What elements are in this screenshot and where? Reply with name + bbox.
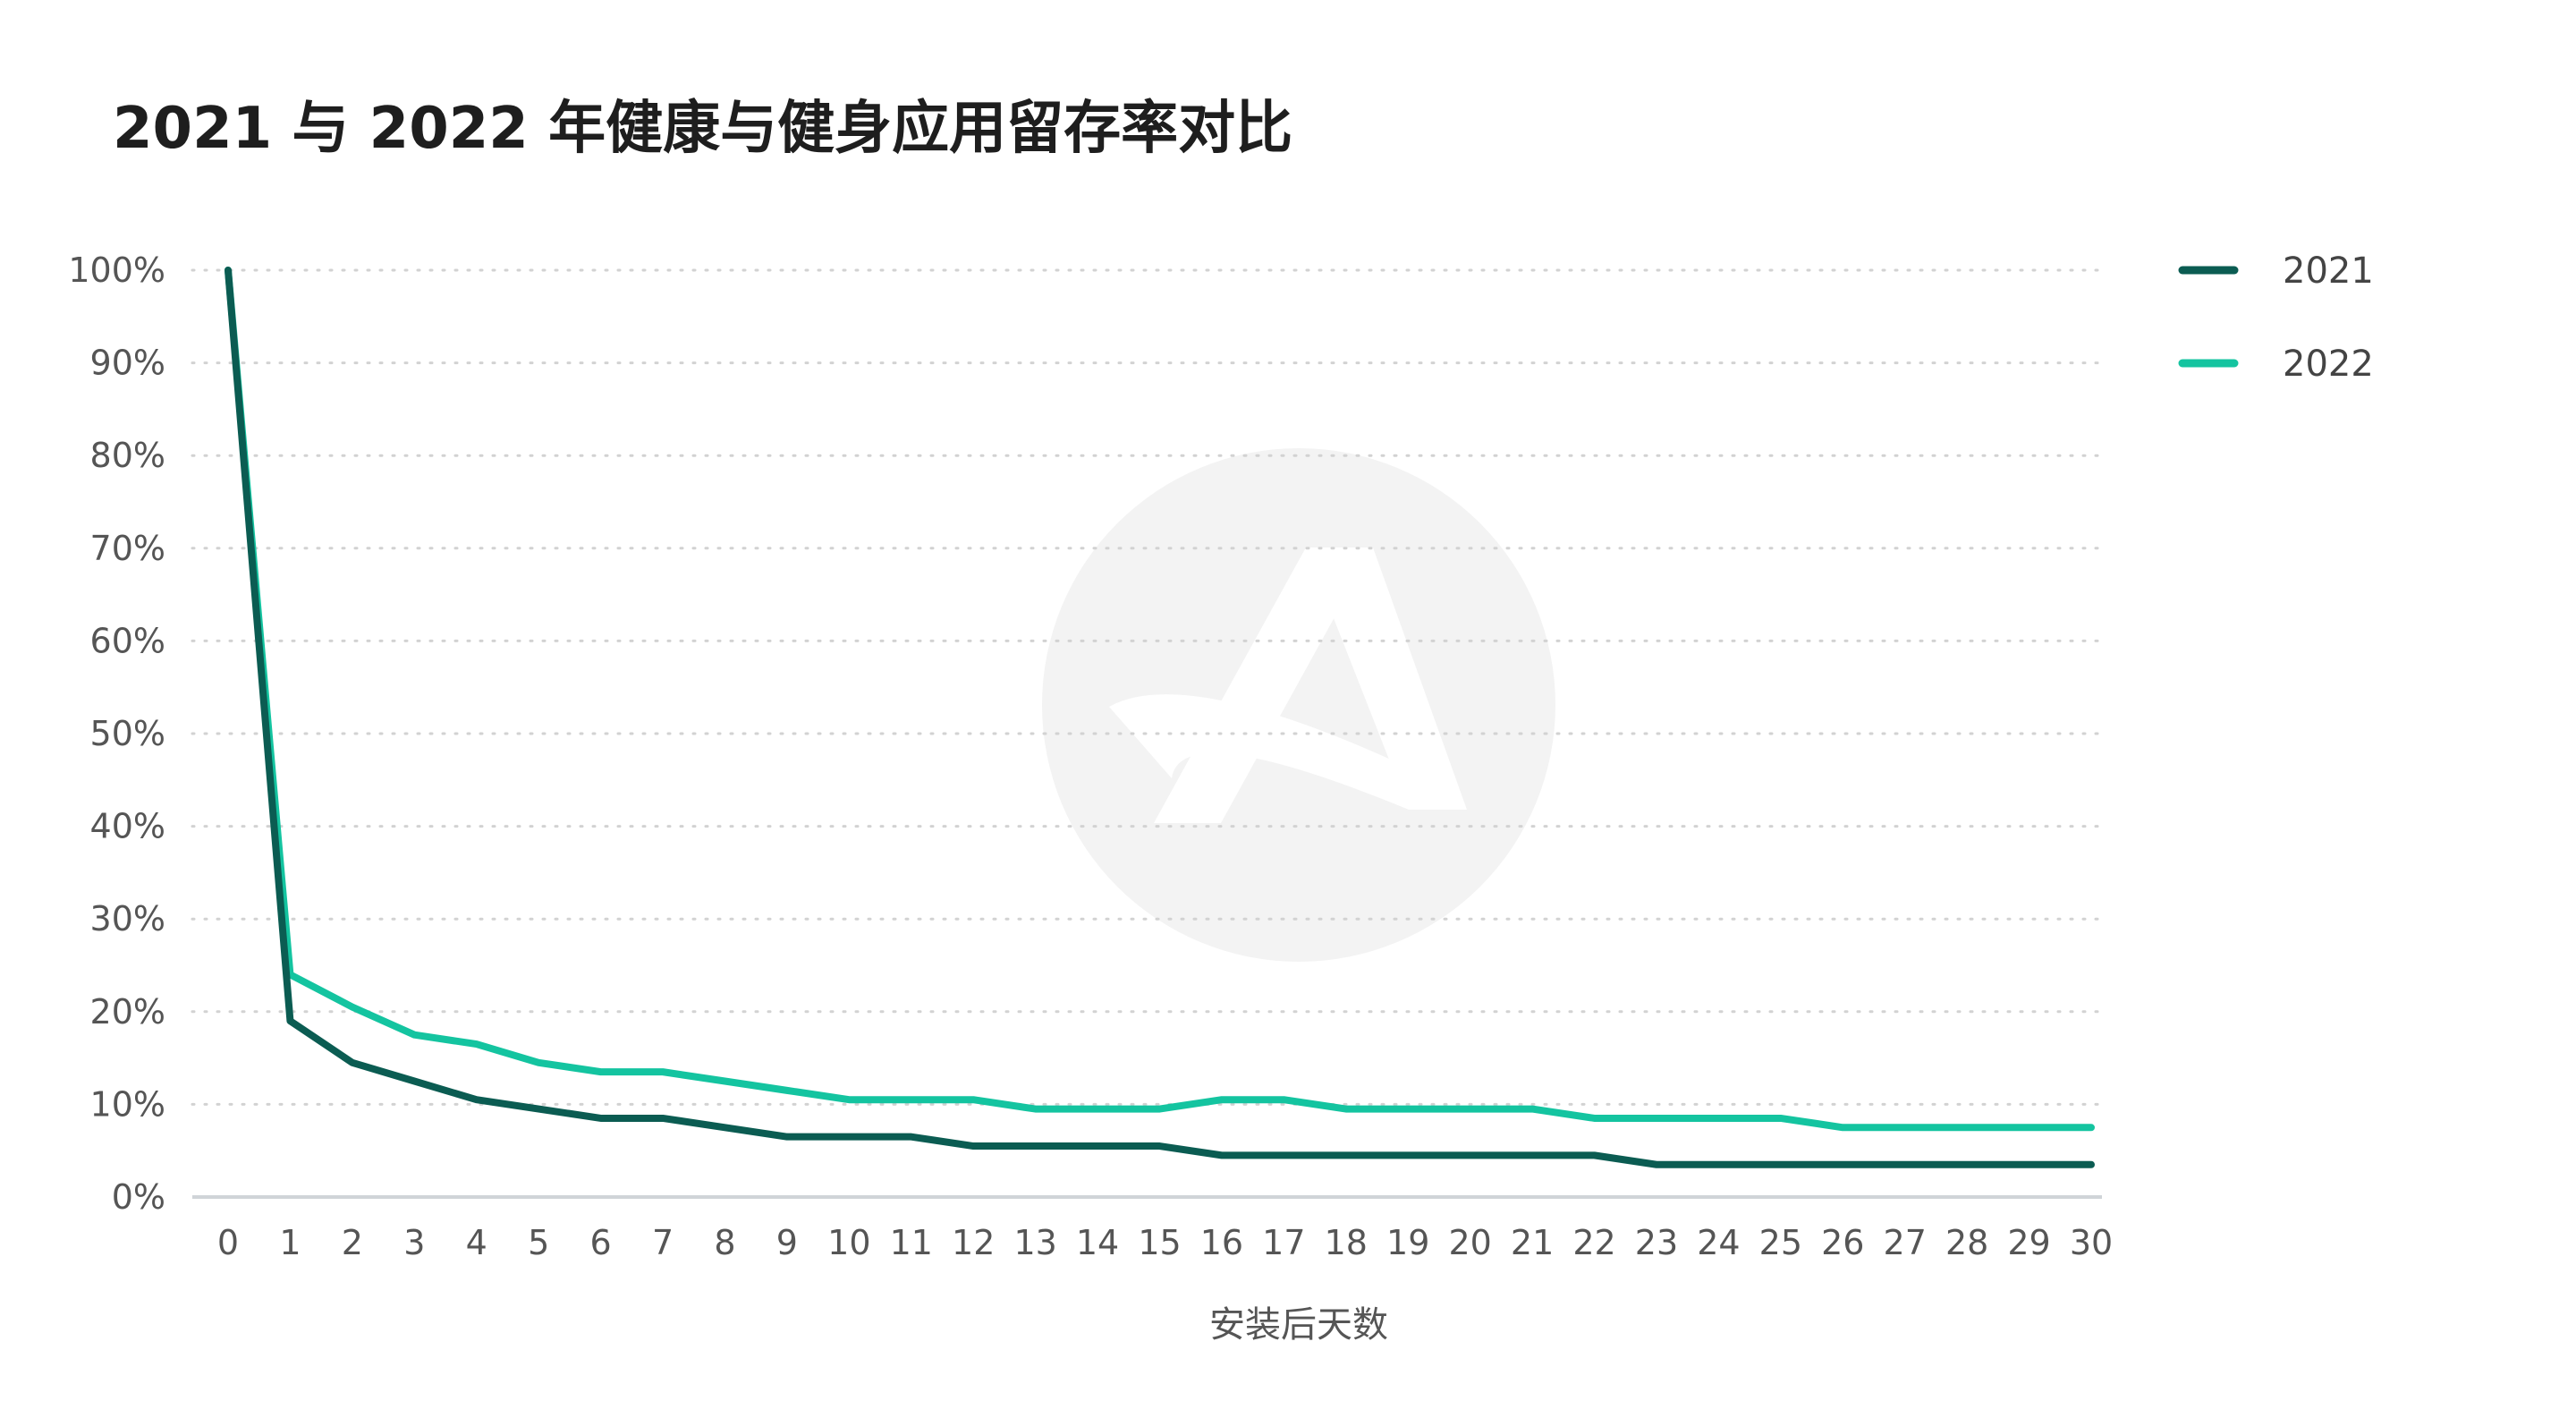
y-tick-label: 80% xyxy=(90,436,165,475)
y-tick-label: 70% xyxy=(90,529,165,568)
y-tick-label: 100% xyxy=(68,250,165,290)
x-tick-label: 9 xyxy=(776,1223,798,1262)
x-tick-label: 11 xyxy=(890,1223,933,1262)
x-tick-label: 7 xyxy=(652,1223,674,1262)
x-tick-label: 2 xyxy=(342,1223,363,1262)
x-tick-label: 20 xyxy=(1448,1223,1491,1262)
x-tick-label: 24 xyxy=(1697,1223,1740,1262)
x-tick-label: 13 xyxy=(1013,1223,1056,1262)
x-tick-label: 22 xyxy=(1572,1223,1615,1262)
x-axis-label: 安装后天数 xyxy=(1209,1304,1388,1346)
y-tick-label: 40% xyxy=(90,807,165,846)
x-tick-label: 30 xyxy=(2070,1223,2113,1262)
series-line-2021 xyxy=(225,267,2095,1168)
series-lines xyxy=(225,267,2095,1168)
watermark-logo xyxy=(1042,448,1555,962)
x-tick-label: 12 xyxy=(952,1223,995,1262)
x-tick-label: 6 xyxy=(590,1223,612,1262)
x-axis-ticks: 0 1 2 3 4 5 6 7 8 9 10 11 12 13 14 15 16 17 18 19 20 21 22 23 24… xyxy=(217,1223,2113,1262)
y-tick-label: 50% xyxy=(90,714,165,753)
x-tick-label: 19 xyxy=(1386,1223,1429,1262)
x-tick-label: 21 xyxy=(1511,1223,1554,1262)
x-tick-label: 28 xyxy=(1945,1223,1988,1262)
y-tick-label: 0% xyxy=(112,1177,165,1217)
y-tick-label: 20% xyxy=(90,992,165,1032)
series-line-2022 xyxy=(225,267,2095,1132)
chart-title: 2021 与 2022 年健康与健身应用留存率对比 xyxy=(113,96,1293,162)
x-tick-label: 23 xyxy=(1635,1223,1678,1262)
y-tick-label: 10% xyxy=(90,1084,165,1124)
y-axis-ticks: 0% 10% 20% 30% 40% 50% 60% 70% 80% 90% 100% xyxy=(68,250,165,1217)
x-tick-label: 18 xyxy=(1325,1223,1368,1262)
y-tick-label: 30% xyxy=(90,899,165,938)
x-tick-label: 25 xyxy=(1759,1223,1802,1262)
legend-label-2022: 2022 xyxy=(2283,344,2374,385)
grid-lines xyxy=(191,268,2104,1106)
y-tick-label: 90% xyxy=(90,344,165,383)
legend: 2021 2022 xyxy=(2178,250,2374,385)
x-tick-label: 16 xyxy=(1200,1223,1243,1262)
x-tick-label: 4 xyxy=(466,1223,487,1262)
x-tick-label: 17 xyxy=(1262,1223,1305,1262)
x-tick-label: 3 xyxy=(403,1223,425,1262)
x-tick-label: 10 xyxy=(827,1223,870,1262)
legend-label-2021: 2021 xyxy=(2283,250,2374,292)
x-tick-label: 0 xyxy=(217,1223,239,1262)
y-tick-label: 60% xyxy=(90,621,165,660)
x-tick-label: 29 xyxy=(2007,1223,2050,1262)
x-tick-label: 27 xyxy=(1884,1223,1927,1262)
x-tick-label: 14 xyxy=(1076,1223,1119,1262)
x-tick-label: 15 xyxy=(1138,1223,1181,1262)
x-tick-label: 1 xyxy=(279,1223,301,1262)
x-tick-label: 26 xyxy=(1821,1223,1864,1262)
x-tick-label: 8 xyxy=(714,1223,735,1262)
x-tick-label: 5 xyxy=(528,1223,549,1262)
